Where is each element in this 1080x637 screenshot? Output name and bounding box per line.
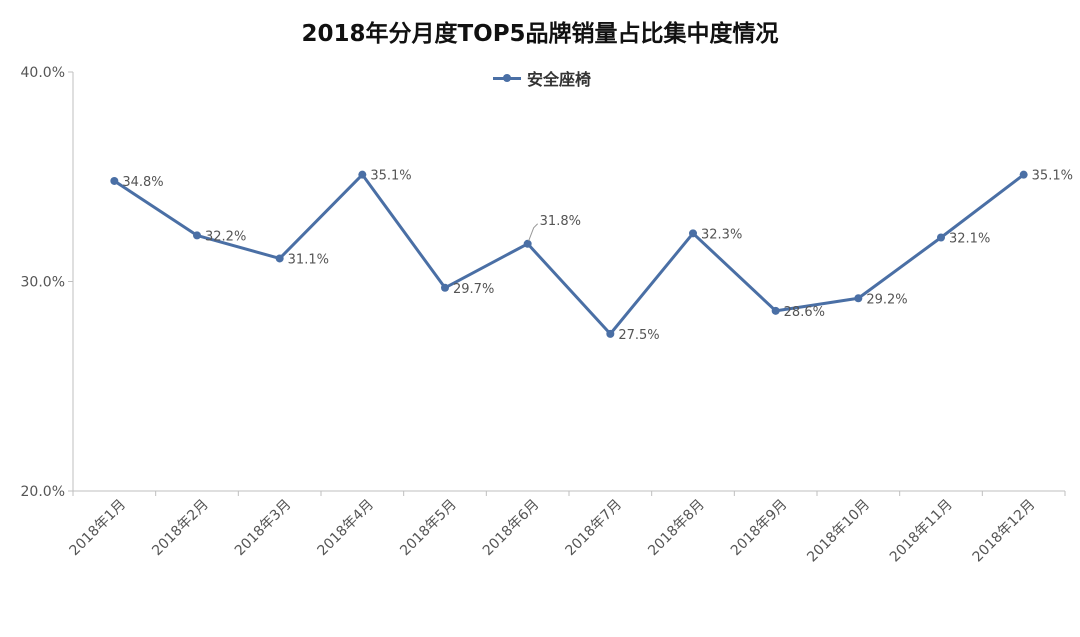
x-tick-label: 2018年10月 — [804, 497, 873, 566]
data-label: 31.1% — [288, 252, 329, 267]
data-label: 28.6% — [784, 305, 825, 320]
data-point — [441, 283, 449, 292]
data-label-leader — [528, 223, 539, 241]
y-tick-label: 30.0% — [21, 275, 65, 291]
data-point — [771, 306, 780, 315]
series-line — [113, 173, 1025, 336]
data-label: 32.2% — [205, 229, 246, 244]
data-label: 29.7% — [453, 282, 494, 297]
legend-label: 安全座椅 — [527, 70, 592, 89]
data-label: 35.1% — [1032, 169, 1073, 184]
data-label: 34.8% — [122, 175, 163, 190]
data-point — [193, 231, 201, 240]
x-tick-label: 2018年4月 — [315, 497, 378, 560]
x-tick-label: 2018年9月 — [728, 497, 791, 560]
legend: 安全座椅 — [493, 66, 591, 90]
legend-marker — [503, 74, 511, 82]
data-point — [110, 176, 119, 185]
x-tick-label: 2018年5月 — [397, 497, 460, 560]
data-label: 31.8% — [540, 214, 581, 229]
x-tick-label: 2018年1月 — [67, 497, 130, 560]
y-tick-label: 40.0% — [21, 65, 65, 81]
y-tick-label: 20.0% — [21, 484, 65, 500]
data-label: 27.5% — [618, 328, 659, 343]
data-point — [358, 170, 367, 179]
data-point — [937, 233, 945, 242]
x-tick-label: 2018年3月 — [232, 497, 295, 560]
x-tick-label: 2018年8月 — [645, 497, 708, 560]
x-tick-label: 2018年11月 — [887, 497, 956, 566]
data-label: 32.1% — [949, 232, 990, 247]
data-label: 32.3% — [701, 227, 742, 242]
data-label: 35.1% — [370, 169, 411, 184]
data-point — [1019, 170, 1028, 179]
x-tick-label: 2018年12月 — [970, 497, 1039, 566]
x-tick-label: 2018年6月 — [480, 497, 543, 560]
x-tick-label: 2018年7月 — [563, 497, 626, 560]
legend-swatch — [493, 66, 521, 90]
data-point — [854, 294, 863, 303]
data-point — [606, 329, 615, 338]
x-tick-label: 2018年2月 — [149, 497, 212, 560]
data-point — [523, 239, 532, 248]
data-label: 29.2% — [866, 292, 907, 307]
chart-title: 2018年分月度TOP5品牌销量占比集中度情况 — [301, 21, 779, 47]
data-point — [689, 229, 697, 238]
data-point — [275, 254, 284, 263]
